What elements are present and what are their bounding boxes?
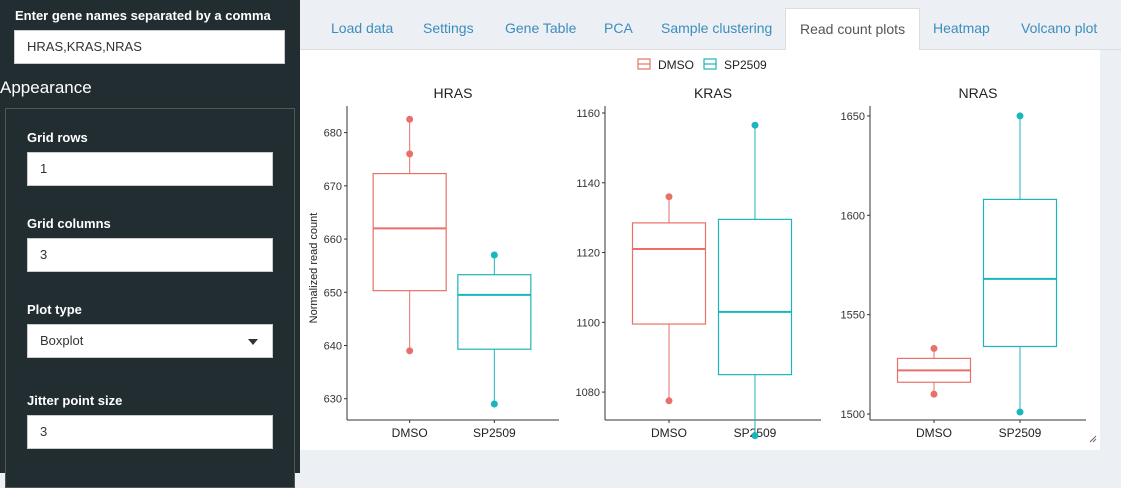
y-tick-label-nras: 1550 xyxy=(841,310,865,322)
gene-names-input[interactable]: HRAS,KRAS,NRAS xyxy=(14,30,285,64)
point-max-kras-sp2509 xyxy=(751,121,759,129)
x-tick-label-nras-sp2509: SP2509 xyxy=(999,426,1042,440)
y-tick-label-nras: 1600 xyxy=(841,210,865,222)
y-tick-label-hras: 640 xyxy=(324,340,342,352)
read-count-plot-area: DMSO SP2509 Normalized read count HRAS 630 64… xyxy=(300,50,1100,450)
box-kras-sp2509 xyxy=(717,218,793,376)
y-tick-label-kras: 1080 xyxy=(576,387,600,399)
point-max-nras-dmso xyxy=(930,344,938,352)
y-tick-label-nras: 1650 xyxy=(841,111,865,123)
plot-type-value: Boxplot xyxy=(40,333,84,348)
point-max-hras-dmso xyxy=(406,150,414,158)
y-axis-label: Normalized read count xyxy=(308,213,320,324)
tab-settings[interactable]: Settings xyxy=(423,20,474,36)
read-count-boxplot-chart: DMSO SP2509 Normalized read count HRAS 630 64… xyxy=(308,58,1097,443)
legend-label-sp2509: SP2509 xyxy=(724,58,767,72)
x-tick-label-hras-sp2509: SP2509 xyxy=(473,426,516,440)
point-max-kras-dmso xyxy=(665,193,673,201)
y-tick-label-hras: 660 xyxy=(324,234,342,246)
resize-handle-icon-inner xyxy=(1092,438,1097,443)
tab-load-data[interactable]: Load data xyxy=(331,20,394,36)
tab-read-count-plots[interactable]: Read count plots xyxy=(785,8,921,51)
sidebar: Enter gene names separated by a comma HR… xyxy=(0,0,300,488)
x-tick-label-nras-dmso: DMSO xyxy=(916,426,952,440)
point-min-hras-sp2509 xyxy=(490,400,498,408)
panel-title-nras: NRAS xyxy=(959,85,998,101)
jitter-size-label: Jitter point size xyxy=(27,393,123,408)
y-tick-label-nras: 1500 xyxy=(841,409,865,421)
y-tick-label-kras: 1120 xyxy=(576,248,600,260)
plot-type-select[interactable]: Boxplot xyxy=(27,324,273,358)
x-tick-label-kras-dmso: DMSO xyxy=(651,426,687,440)
main-content: Load data Settings Gene Table PCA Sample… xyxy=(300,0,1121,473)
y-tick-label-hras: 670 xyxy=(324,181,342,193)
point-max-hras-sp2509 xyxy=(490,251,498,259)
legend-label-dmso: DMSO xyxy=(658,58,694,72)
grid-rows-input[interactable]: 1 xyxy=(27,152,273,186)
tab-volcano-plot[interactable]: Volcano plot xyxy=(1021,20,1098,36)
tab-gene-table[interactable]: Gene Table xyxy=(505,20,577,36)
x-tick-label-hras-dmso: DMSO xyxy=(392,426,428,440)
grid-columns-label: Grid columns xyxy=(27,216,111,231)
grid-rows-label: Grid rows xyxy=(27,130,88,145)
y-tick-label-kras: 1140 xyxy=(576,178,600,190)
grid-columns-input[interactable]: 3 xyxy=(27,238,273,272)
point-min-nras-dmso xyxy=(930,390,938,398)
jitter-size-input[interactable]: 3 xyxy=(27,415,273,449)
box-hras-dmso xyxy=(372,172,447,292)
y-tick-label-hras: 630 xyxy=(324,394,342,406)
plot-type-label: Plot type xyxy=(27,302,82,317)
point-min-hras-dmso xyxy=(406,347,414,355)
panel-title-hras: HRAS xyxy=(434,85,473,101)
point-max-nras-sp2509 xyxy=(1016,112,1024,120)
appearance-heading: Appearance xyxy=(0,78,92,97)
point-min-nras-sp2509 xyxy=(1016,408,1024,416)
box-hras-sp2509 xyxy=(457,274,532,350)
box-kras-dmso xyxy=(631,222,707,325)
tab-sample-clustering[interactable]: Sample clustering xyxy=(661,20,773,36)
y-tick-label-kras: 1160 xyxy=(576,108,600,120)
y-tick-label-kras: 1100 xyxy=(576,317,600,329)
point-min-kras-dmso xyxy=(665,397,673,405)
outlier-point-hras-dmso xyxy=(406,115,414,123)
y-tick-label-hras: 650 xyxy=(324,287,342,299)
resize-handle-icon xyxy=(1089,435,1097,443)
caret-down-icon xyxy=(248,339,258,345)
gene-names-label: Enter gene names separated by a comma xyxy=(15,8,271,23)
y-tick-label-hras: 680 xyxy=(324,128,342,140)
tab-heatmap[interactable]: Heatmap xyxy=(933,20,990,36)
panel-title-kras: KRAS xyxy=(694,85,732,101)
box-nras-sp2509 xyxy=(982,198,1058,348)
tab-pca[interactable]: PCA xyxy=(604,20,633,36)
point-min-kras-sp2509 xyxy=(751,432,759,440)
tab-bar: Load data Settings Gene Table PCA Sample… xyxy=(300,0,1121,51)
